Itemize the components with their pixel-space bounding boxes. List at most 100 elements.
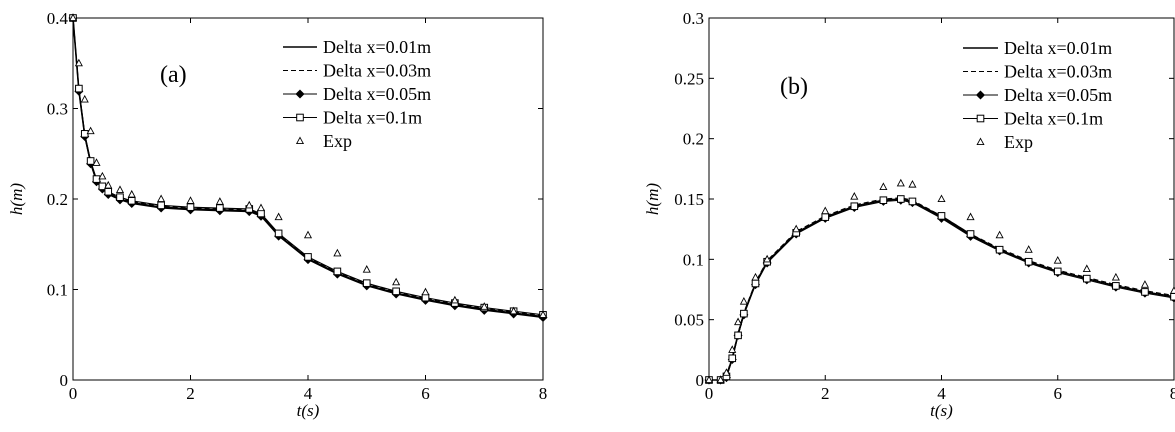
- data-point: [538, 310, 548, 318]
- data-point: [362, 265, 371, 273]
- y-tick-label: 0.1: [47, 281, 68, 300]
- data-point: [186, 203, 195, 211]
- data-point: [792, 224, 801, 233]
- data-point: [751, 279, 760, 288]
- data-point: [392, 287, 400, 296]
- y-tick-label: 0.4: [47, 9, 69, 28]
- data-point: [75, 84, 83, 93]
- data-point: [879, 196, 888, 205]
- data-point: [80, 94, 89, 103]
- data-point: [1141, 288, 1149, 296]
- data-point: [722, 368, 731, 376]
- legend: Delta x=0.01m Delta x=0.03m Delta x=0.05m D…: [283, 37, 431, 151]
- data-point: [1140, 280, 1149, 288]
- series-line: [709, 198, 1175, 381]
- legend-entry: Exp: [1004, 132, 1033, 152]
- data-point: [421, 287, 430, 296]
- series-1: [72, 17, 544, 317]
- data-point: [728, 354, 737, 363]
- data-point: [728, 345, 737, 353]
- x-tick-label: 6: [421, 384, 430, 403]
- legend-entry: Delta x=0.03m: [1004, 62, 1112, 82]
- series-4: [704, 178, 1175, 384]
- data-point: [92, 158, 101, 166]
- y-tick-label: 0.3: [683, 9, 704, 28]
- legend-entry: Delta x=0.03m: [323, 61, 431, 81]
- data-point: [850, 202, 859, 211]
- x-axis-label: t(s): [930, 401, 953, 420]
- legend-entry: Delta x=0.05m: [323, 84, 431, 104]
- data-point: [763, 254, 772, 263]
- series-1: [709, 197, 1175, 381]
- data-point: [716, 375, 725, 384]
- legend-marker: [976, 137, 985, 146]
- x-tick-label: 4: [304, 384, 313, 403]
- data-point: [68, 13, 78, 22]
- data-point: [1024, 257, 1033, 266]
- x-tick-label: 0: [705, 384, 714, 403]
- data-point: [257, 209, 265, 218]
- data-point: [821, 206, 830, 215]
- data-point: [215, 197, 224, 205]
- data-point: [333, 248, 342, 257]
- legend-entry: Delta x=0.1m: [1004, 109, 1103, 129]
- data-point: [303, 230, 313, 239]
- data-point: [821, 213, 830, 221]
- series-line: [72, 17, 544, 318]
- data-point: [450, 295, 459, 304]
- legend-marker: [295, 136, 305, 145]
- x-tick-label: 2: [186, 384, 195, 403]
- series-3: [705, 195, 1175, 384]
- data-point: [734, 317, 743, 326]
- data-point: [1083, 274, 1091, 283]
- data-point: [127, 197, 136, 205]
- y-axis-label: h(m): [7, 183, 26, 215]
- y-tick-label: 0.15: [674, 190, 704, 209]
- data-point: [256, 203, 266, 212]
- data-point: [74, 58, 83, 67]
- y-tick-label: 0.3: [47, 100, 68, 119]
- legend-marker: [296, 113, 304, 122]
- data-point: [274, 212, 283, 221]
- data-point: [937, 194, 946, 203]
- data-point: [1024, 245, 1033, 253]
- x-tick-label: 4: [937, 384, 946, 403]
- y-tick-label: 0.05: [674, 311, 704, 330]
- data-point: [1169, 286, 1175, 294]
- data-point: [879, 182, 888, 190]
- series-0: [709, 198, 1175, 381]
- data-point: [897, 195, 905, 203]
- data-point: [104, 180, 113, 189]
- x-tick-label: 6: [1054, 384, 1063, 403]
- legend-entry: Delta x=0.01m: [323, 37, 431, 57]
- x-axis-label: t(s): [297, 401, 320, 420]
- data-point: [186, 196, 195, 204]
- data-point: [1170, 292, 1175, 301]
- data-point: [274, 229, 283, 238]
- y-tick-label: 0: [696, 371, 705, 390]
- y-tick-label: 0.25: [674, 69, 704, 88]
- data-point: [966, 212, 975, 221]
- data-point: [995, 230, 1004, 239]
- series-line: [72, 17, 544, 319]
- data-point: [995, 245, 1004, 254]
- data-point: [850, 192, 859, 200]
- legend-entry: Delta x=0.05m: [1004, 85, 1112, 105]
- plot-frame: [72, 17, 544, 381]
- data-point: [333, 267, 342, 276]
- data-point: [740, 309, 748, 318]
- data-point: [98, 171, 107, 180]
- data-point: [1053, 267, 1062, 276]
- x-tick-label: 8: [1170, 384, 1175, 403]
- panel-label: (b): [780, 74, 808, 100]
- series-4: [68, 13, 548, 318]
- panel-label: (a): [160, 62, 187, 88]
- data-point: [966, 230, 975, 238]
- data-point: [1111, 272, 1120, 281]
- series-line: [709, 199, 1175, 381]
- x-tick-label: 2: [821, 384, 830, 403]
- series-line: [72, 17, 544, 317]
- data-point: [1082, 264, 1091, 273]
- legend-marker: [295, 89, 305, 99]
